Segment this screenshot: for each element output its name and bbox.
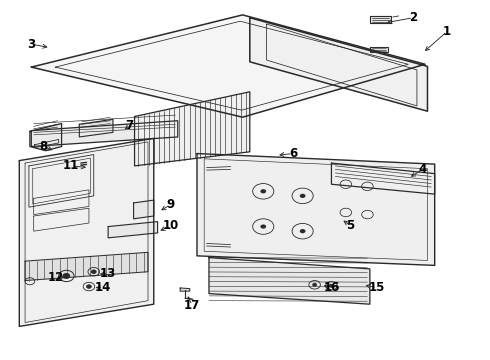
Text: 2: 2 bbox=[409, 11, 417, 24]
Text: 5: 5 bbox=[346, 219, 355, 232]
Circle shape bbox=[260, 189, 266, 193]
Polygon shape bbox=[31, 121, 178, 147]
Polygon shape bbox=[134, 200, 154, 219]
Circle shape bbox=[91, 270, 96, 274]
Text: 3: 3 bbox=[27, 38, 35, 51]
Polygon shape bbox=[31, 15, 425, 117]
Text: 1: 1 bbox=[442, 25, 451, 38]
Text: 14: 14 bbox=[95, 281, 112, 294]
Text: 7: 7 bbox=[126, 119, 134, 132]
Text: 17: 17 bbox=[184, 299, 200, 312]
Text: 8: 8 bbox=[39, 140, 48, 153]
Text: 15: 15 bbox=[369, 281, 385, 294]
Circle shape bbox=[300, 229, 305, 233]
Polygon shape bbox=[25, 252, 148, 280]
Polygon shape bbox=[209, 258, 370, 304]
Polygon shape bbox=[35, 139, 59, 148]
Circle shape bbox=[260, 224, 266, 229]
Text: 6: 6 bbox=[289, 147, 297, 160]
Polygon shape bbox=[180, 288, 190, 291]
Polygon shape bbox=[197, 154, 435, 265]
Text: 11: 11 bbox=[63, 159, 79, 172]
Polygon shape bbox=[19, 138, 154, 327]
Circle shape bbox=[313, 283, 317, 286]
Text: 16: 16 bbox=[323, 281, 340, 294]
Circle shape bbox=[329, 284, 333, 287]
Circle shape bbox=[300, 194, 305, 198]
Polygon shape bbox=[79, 119, 113, 137]
Polygon shape bbox=[370, 47, 388, 52]
Polygon shape bbox=[30, 123, 62, 151]
Polygon shape bbox=[135, 92, 250, 166]
Polygon shape bbox=[370, 15, 392, 23]
Text: 12: 12 bbox=[47, 270, 63, 284]
Polygon shape bbox=[108, 222, 158, 238]
Text: 13: 13 bbox=[100, 267, 116, 280]
Text: 4: 4 bbox=[418, 163, 427, 176]
Text: 9: 9 bbox=[167, 198, 175, 211]
Circle shape bbox=[63, 274, 70, 278]
Polygon shape bbox=[250, 18, 427, 111]
Circle shape bbox=[87, 285, 91, 288]
Polygon shape bbox=[331, 163, 435, 194]
Text: 10: 10 bbox=[163, 219, 179, 232]
